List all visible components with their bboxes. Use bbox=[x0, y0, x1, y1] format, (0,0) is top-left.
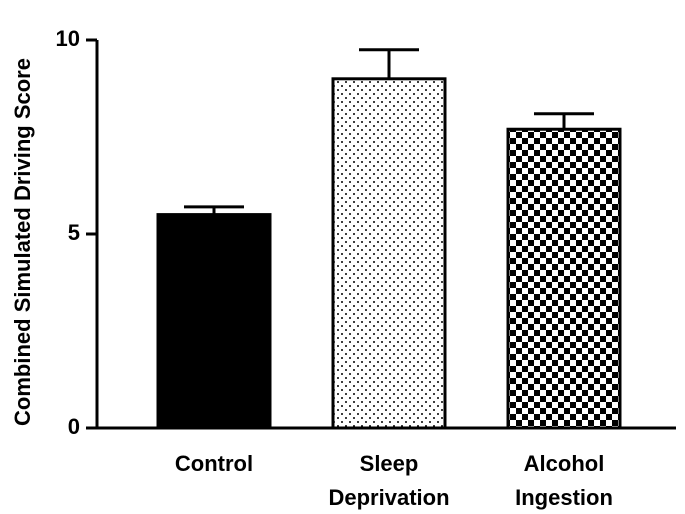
y-tick-label: 5 bbox=[68, 220, 80, 245]
x-tick-label: Sleep bbox=[360, 451, 419, 476]
error-bars bbox=[184, 48, 594, 215]
x-tick-label: Control bbox=[175, 451, 253, 476]
y-axis-ticks: 0 5 10 bbox=[56, 26, 97, 439]
bars bbox=[156, 77, 622, 430]
bar bbox=[331, 77, 447, 430]
x-tick-label: Ingestion bbox=[515, 485, 613, 510]
x-tick-label: Deprivation bbox=[328, 485, 449, 510]
y-tick-label: 0 bbox=[68, 414, 80, 439]
bar bbox=[156, 213, 272, 430]
x-tick-label: Alcohol bbox=[524, 451, 605, 476]
y-tick-label: 10 bbox=[56, 26, 80, 51]
bar bbox=[506, 127, 622, 430]
x-axis-labels: Control Sleep Deprivation Alcohol Ingestion bbox=[175, 451, 613, 510]
y-axis-title: Combined Simulated Driving Score bbox=[10, 58, 35, 426]
